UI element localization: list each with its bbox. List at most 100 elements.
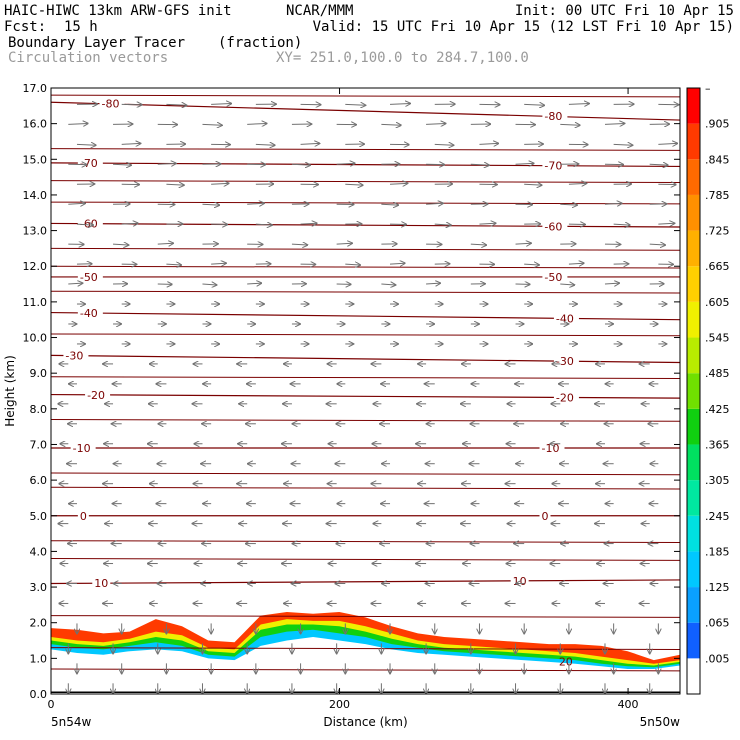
circulation-vector	[604, 283, 619, 284]
colorbar-swatch	[687, 373, 700, 409]
y-tick-label: 6.0	[30, 474, 48, 487]
colorbar-label: .185	[705, 545, 730, 558]
circulation-vector	[560, 204, 577, 205]
circulation-vector	[68, 283, 82, 284]
field-units: (fraction)	[218, 35, 303, 51]
circulation-vector	[157, 163, 176, 164]
y-tick-label: 10.0	[23, 332, 48, 345]
circulation-vector	[613, 144, 633, 145]
colorbar-swatch	[687, 480, 700, 516]
colorbar-swatch	[687, 159, 700, 195]
circulation-vector	[560, 124, 579, 125]
contour-line	[50, 540, 681, 543]
y-tick-label: 4.0	[30, 545, 48, 558]
isotherm-label-bg	[553, 312, 579, 325]
circulation-vector	[515, 163, 534, 164]
y-tick-label: 5.0	[30, 510, 48, 523]
colorbar-swatch	[687, 301, 700, 338]
isotherm-contours: -80-80-70 -70-60 -60-50 -50-40 -40-30 -30-20-…	[50, 94, 681, 672]
isotherm-label-bg	[63, 349, 89, 362]
isotherm-label-bg	[92, 577, 111, 590]
isotherm-label: -70	[80, 157, 98, 170]
colorbar-label: .785	[705, 189, 730, 202]
contour-line	[50, 148, 681, 151]
colorbar-label: .425	[705, 403, 730, 416]
circulation-vector	[434, 144, 454, 145]
circulation-vector	[345, 264, 360, 265]
circulation-vector	[211, 263, 226, 264]
circulation-vector	[649, 164, 668, 165]
model-title: HAIC-HIWC 13km ARW-GFS init	[4, 3, 232, 19]
circulation-vector	[202, 284, 216, 285]
colorbar-swatch	[687, 123, 700, 160]
colorbar-swatch	[687, 266, 700, 302]
contour-line	[50, 615, 681, 618]
circulation-vector	[345, 104, 365, 105]
plot-frame	[50, 87, 681, 695]
circulation-vector	[336, 243, 352, 244]
circulation-vector	[121, 143, 141, 144]
colorbar-label: .365	[705, 438, 730, 451]
y-tick-label: 12.0	[23, 260, 48, 273]
x-endpoint-right: 5n50w	[640, 715, 681, 729]
colorbar-label: .005	[705, 652, 730, 665]
tracer-field	[51, 612, 680, 694]
circulation-vector	[247, 203, 264, 204]
colorbar-label: .905	[705, 118, 730, 131]
circulation-vector	[426, 203, 443, 204]
y-axis-title: Height (km)	[3, 355, 17, 426]
isotherm-label-bg	[539, 442, 565, 455]
circulation-vector	[426, 123, 445, 124]
colorbar-swatch	[687, 194, 700, 231]
colorbar-swatch	[687, 587, 700, 623]
contour-line	[50, 265, 681, 269]
y-tick-label: 7.0	[30, 438, 48, 451]
y-tick-label: 3.0	[30, 581, 48, 594]
isotherm-label-bg	[99, 97, 125, 110]
colorbar-swatch	[687, 444, 700, 481]
tracer-band-4	[51, 637, 680, 694]
contour-line	[50, 647, 681, 650]
circulation-vector	[515, 243, 531, 244]
circulation-vector	[345, 184, 362, 185]
contour-line	[50, 333, 681, 337]
x-tick-label: 200	[329, 698, 350, 711]
colorbar-label: .545	[705, 332, 730, 345]
isotherm-label: -80	[101, 98, 119, 111]
circulation-vector	[390, 103, 410, 104]
circulation-vector	[76, 144, 96, 145]
vectors-label: Circulation vectors	[8, 50, 169, 66]
y-tick-label: 1.0	[30, 652, 48, 665]
org-label: NCAR/MMM	[286, 3, 354, 19]
circulation-vector	[568, 103, 589, 104]
colorbar-label: –	[705, 82, 711, 95]
circulation-vector	[166, 264, 181, 265]
colorbar-label: .065	[705, 617, 730, 630]
x-endpoint-left: 5n54w	[51, 715, 92, 729]
circulation-vector	[524, 184, 541, 185]
isotherm-line	[50, 354, 681, 364]
circulation-vector	[381, 124, 400, 125]
isotherm-line	[50, 222, 681, 228]
isotherm-label-bg	[542, 220, 568, 233]
contour-line	[50, 558, 681, 561]
y-tick-label: 17.0	[23, 82, 48, 95]
circulation-vector	[211, 183, 228, 184]
circulation-vector	[255, 144, 275, 145]
colorbar-swatch	[687, 337, 700, 374]
isotherm-label-bg	[77, 270, 103, 283]
circulation-vector	[202, 124, 221, 125]
circulation-vector	[389, 183, 407, 184]
isotherm-label: 10	[513, 575, 527, 588]
isotherm-label-bg	[77, 509, 89, 522]
circulation-vector	[568, 183, 586, 184]
x-tick-label: 400	[618, 698, 639, 711]
circulation-vector	[658, 143, 677, 144]
colorbar-swatch	[687, 658, 700, 694]
isotherm-label: -30	[65, 350, 83, 363]
circulation-vector	[211, 103, 231, 104]
circulation-vector	[479, 143, 498, 144]
x-axis-title: Distance (km)	[323, 715, 407, 729]
colorbar-swatch	[687, 408, 700, 445]
colorbar-swatch	[687, 230, 700, 267]
